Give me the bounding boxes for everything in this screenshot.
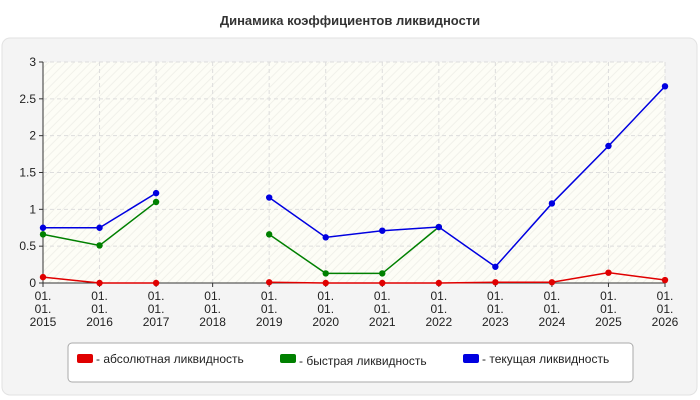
data-point bbox=[435, 279, 443, 287]
data-point bbox=[379, 227, 386, 234]
data-point bbox=[605, 142, 612, 150]
data-point bbox=[96, 224, 103, 231]
legend-swatch bbox=[463, 354, 479, 363]
data-point bbox=[379, 270, 386, 277]
x-tick-label: 2017 bbox=[143, 315, 170, 329]
x-tick-label: 01. bbox=[657, 302, 674, 316]
x-tick-label: 01. bbox=[374, 289, 391, 303]
x-tick-label: 01. bbox=[261, 302, 278, 316]
y-tick-label: 2.5 bbox=[19, 92, 36, 106]
x-tick-label: 01. bbox=[544, 302, 561, 316]
x-tick-label: 01. bbox=[657, 289, 674, 303]
y-tick-label: 0 bbox=[29, 276, 36, 290]
x-tick-label: 2020 bbox=[312, 315, 339, 329]
data-point bbox=[152, 198, 160, 206]
y-tick-label: 1 bbox=[29, 202, 36, 216]
y-tick-label: 1.5 bbox=[19, 166, 36, 180]
x-tick-label: 01. bbox=[600, 289, 617, 303]
data-point bbox=[39, 231, 47, 238]
x-tick-label: 01. bbox=[204, 302, 221, 316]
x-tick-label: 01. bbox=[91, 302, 108, 316]
x-tick-label: 01. bbox=[374, 302, 391, 316]
data-point bbox=[322, 234, 329, 241]
x-tick-label: 2019 bbox=[256, 315, 283, 329]
data-point bbox=[96, 242, 103, 249]
y-tick-label: 0.5 bbox=[19, 239, 36, 253]
x-tick-label: 01. bbox=[148, 302, 165, 316]
legend-swatch bbox=[280, 354, 296, 363]
data-point bbox=[661, 83, 669, 90]
data-point bbox=[661, 276, 669, 284]
x-tick-label: 2021 bbox=[369, 315, 396, 329]
x-tick-label: 2016 bbox=[86, 315, 113, 329]
data-point bbox=[39, 273, 47, 281]
data-point bbox=[265, 194, 273, 201]
legend-label: - быстрая ликвидность bbox=[299, 354, 427, 368]
x-tick-label: 01. bbox=[317, 302, 334, 316]
data-point bbox=[322, 270, 329, 277]
x-tick-label: 01. bbox=[487, 289, 504, 303]
x-tick-label: 2023 bbox=[482, 315, 509, 329]
x-tick-label: 01. bbox=[317, 289, 334, 303]
y-tick-label: 2 bbox=[29, 129, 36, 143]
legend-swatch bbox=[77, 354, 93, 363]
data-point bbox=[379, 279, 386, 287]
x-tick-label: 01. bbox=[148, 289, 165, 303]
data-point bbox=[435, 223, 443, 231]
x-tick-label: 01. bbox=[487, 302, 504, 316]
data-point bbox=[265, 231, 273, 238]
chart-title: Динамика коэффициентов ликвидности bbox=[220, 13, 480, 28]
data-point bbox=[548, 200, 556, 207]
legend-label: - абсолютная ликвидность bbox=[96, 352, 244, 366]
x-tick-label: 01. bbox=[35, 289, 52, 303]
data-point bbox=[96, 279, 103, 287]
x-tick-label: 2015 bbox=[30, 315, 57, 329]
x-tick-label: 01. bbox=[544, 289, 561, 303]
x-tick-label: 01. bbox=[204, 289, 221, 303]
x-tick-label: 01. bbox=[430, 302, 447, 316]
x-tick-label: 2024 bbox=[539, 315, 566, 329]
x-tick-label: 01. bbox=[91, 289, 108, 303]
x-tick-label: 01. bbox=[261, 289, 278, 303]
data-point bbox=[39, 224, 47, 231]
data-point bbox=[605, 269, 612, 276]
data-point bbox=[152, 279, 160, 287]
x-tick-label: 2022 bbox=[425, 315, 452, 329]
data-point bbox=[492, 263, 499, 270]
data-point bbox=[548, 279, 556, 286]
data-point bbox=[152, 189, 160, 197]
legend bbox=[67, 342, 634, 383]
data-point bbox=[322, 279, 329, 287]
legend-label: - текущая ликвидность bbox=[482, 352, 609, 366]
data-point bbox=[492, 279, 499, 286]
x-tick-label: 2026 bbox=[652, 315, 679, 329]
x-tick-label: 01. bbox=[35, 302, 52, 316]
x-tick-label: 2025 bbox=[595, 315, 622, 329]
data-point bbox=[265, 279, 273, 286]
x-tick-label: 2018 bbox=[199, 315, 226, 329]
x-tick-label: 01. bbox=[430, 289, 447, 303]
y-tick-label: 3 bbox=[29, 55, 36, 69]
x-tick-label: 01. bbox=[600, 302, 617, 316]
